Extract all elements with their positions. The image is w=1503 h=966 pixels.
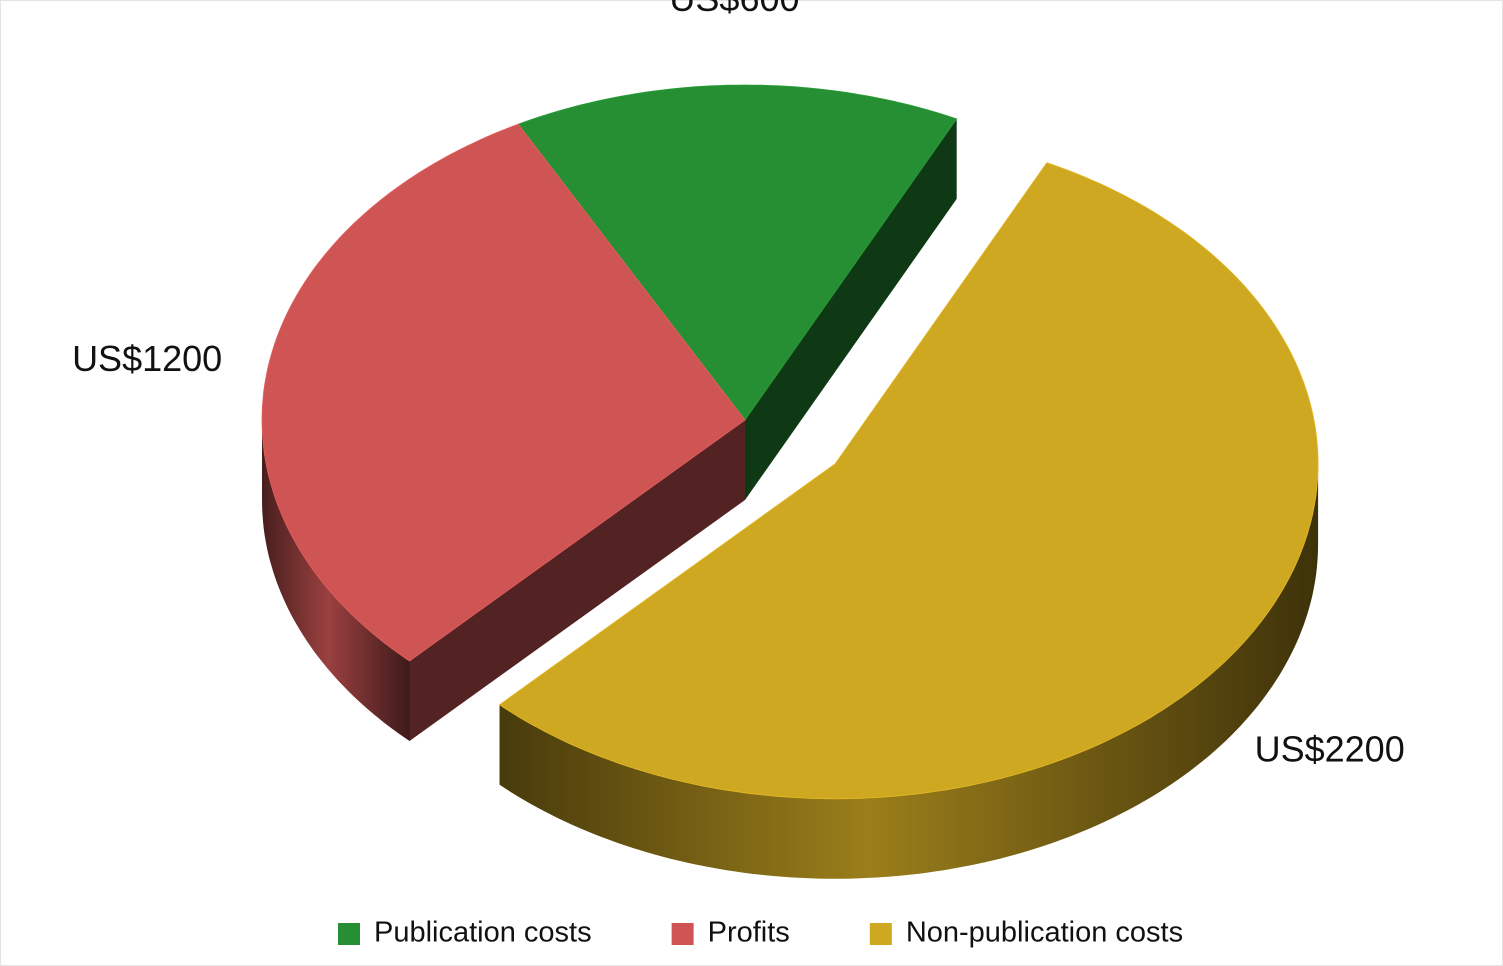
legend-label: Non-publication costs <box>906 917 1183 949</box>
legend-label: Profits <box>708 917 790 949</box>
slice-side <box>745 118 957 501</box>
data-label: US$600 <box>669 0 799 19</box>
data-label: US$2200 <box>1255 728 1405 769</box>
slice <box>517 84 958 421</box>
legend-swatch <box>671 923 694 945</box>
legend-swatch <box>338 923 360 945</box>
slice-side <box>499 463 1319 879</box>
legend-swatch <box>869 923 892 945</box>
slice <box>498 162 1319 800</box>
slice-side <box>409 420 745 741</box>
data-label: US$1200 <box>72 338 222 379</box>
legend-label: Publication costs <box>374 917 592 949</box>
slice-side <box>262 420 410 741</box>
slice <box>261 123 746 662</box>
